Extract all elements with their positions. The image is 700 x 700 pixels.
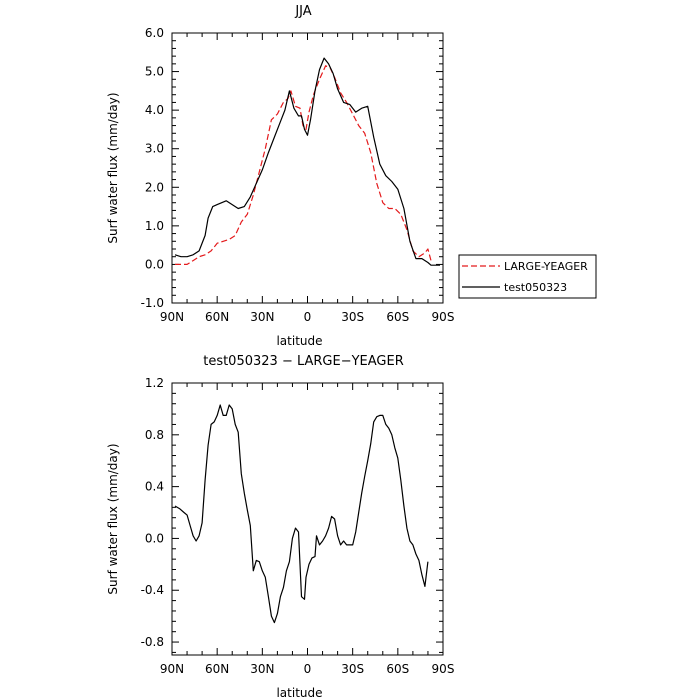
legend: LARGE-YEAGER test050323 — [458, 254, 597, 299]
x-tick-label: 60N — [205, 662, 229, 676]
series-line-test050323 — [174, 57, 440, 266]
x-tick-label: 90S — [432, 310, 455, 324]
chart-1: 90N 60N 30N 0 30S 60S 90S -1.0 0.0 1.0 2.0 3.0 4.0 5.… — [106, 4, 454, 348]
x-tick-label: 30N — [250, 662, 274, 676]
y-tick-label: 0.4 — [145, 480, 164, 494]
y-tick-label: 3.0 — [145, 142, 164, 156]
x-tick-label: 0 — [304, 310, 312, 324]
legend-box — [458, 254, 597, 299]
x-axis-label: latitude — [276, 334, 322, 348]
x-tick-label: 30N — [250, 310, 274, 324]
chart-title: test050323 − LARGE−YEAGER — [203, 354, 404, 369]
x-tick-label: 30S — [341, 662, 364, 676]
legend-label-0: LARGE-YEAGER — [504, 260, 588, 273]
y-tick-label: 0.0 — [145, 257, 164, 271]
y-tick-label: 2.0 — [145, 180, 164, 194]
y-tick-label: 0.8 — [145, 428, 164, 442]
x-tick-label: 60S — [386, 310, 409, 324]
y-tick-label: 1.0 — [145, 219, 164, 233]
legend-label-1: test050323 — [504, 281, 567, 294]
y-axis-label: Surf water flux (mm/day) — [106, 92, 120, 243]
y-axis-label: Surf water flux (mm/day) — [106, 443, 120, 594]
y-tick-label: 5.0 — [145, 65, 164, 79]
x-tick-label: 30S — [341, 310, 364, 324]
x-tick-label: 0 — [304, 662, 312, 676]
series-line-large-yeager — [175, 65, 432, 265]
y-tick-label: 0.0 — [145, 531, 164, 545]
x-axis-label: latitude — [276, 686, 322, 700]
x-tick-label: 60S — [386, 662, 409, 676]
y-tick-label: -1.0 — [141, 296, 164, 310]
series-line-difference — [174, 404, 429, 624]
y-tick-label: -0.4 — [141, 583, 164, 597]
chart-title: JJA — [294, 4, 311, 19]
x-tick-label: 90S — [432, 662, 455, 676]
y-tick-label: 1.2 — [145, 376, 164, 390]
y-tick-label: 6.0 — [145, 26, 164, 40]
y-tick-label: 4.0 — [145, 103, 164, 117]
chart-2: 90N 60N 30N 0 30S 60S 90S -0.8 -0.4 0.0 0.4 0.8 1.2 t… — [106, 354, 454, 700]
plot-frame — [171, 32, 444, 304]
y-tick-label: -0.8 — [141, 635, 164, 649]
x-tick-label: 60N — [205, 310, 229, 324]
x-tick-label: 90N — [160, 662, 184, 676]
x-tick-label: 90N — [160, 310, 184, 324]
